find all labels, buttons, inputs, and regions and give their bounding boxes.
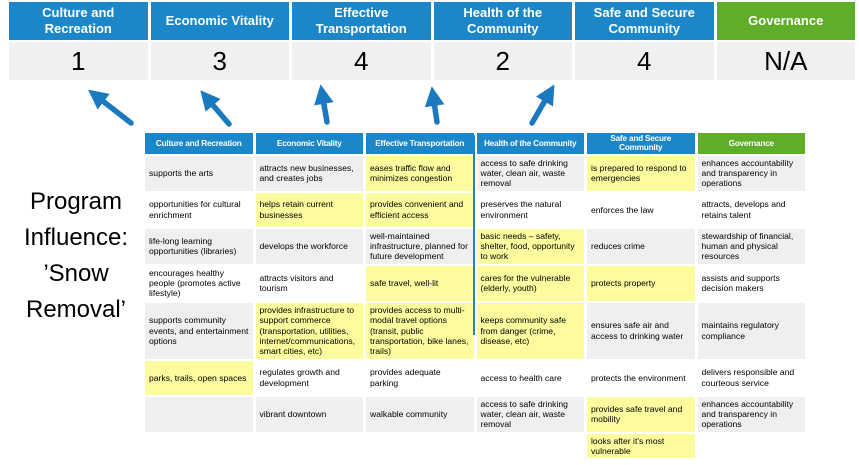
- matrix-cell: vibrant downtown: [255, 396, 363, 432]
- matrix-cell: access to safe drinking water, clean air…: [476, 396, 584, 432]
- matrix-cell: eases traffic flow and minimizes congest…: [366, 155, 474, 191]
- matrix-cell: basic needs – safety, shelter, food, opp…: [476, 228, 584, 264]
- table-header-cell: Health of the Community: [476, 133, 584, 154]
- matrix-cell: opportunities for cultural enrichment: [145, 192, 253, 227]
- matrix-cell: maintains regulatory compliance: [697, 302, 805, 359]
- matrix-cell: delivers responsible and courteous servi…: [697, 360, 805, 395]
- matrix-cell: helps retain current businesses: [255, 192, 363, 227]
- matrix-cell: safe travel, well-lit: [366, 265, 474, 301]
- matrix-cell: attracts visitors and tourism: [255, 265, 363, 301]
- program-influence-title: Program Influence: ’Snow Removal’: [23, 188, 129, 323]
- matrix-cell: provides safe travel and mobility: [587, 396, 695, 432]
- table-header-cell: Economic Vitality: [255, 133, 363, 154]
- scoreboard: Culture and Recreation Economic Vitality E…: [9, 2, 855, 80]
- matrix-cell: walkable community: [366, 396, 474, 432]
- matrix-cell: protects the environment: [587, 360, 695, 395]
- priority-header-cell: Culture and Recreation: [9, 2, 148, 40]
- table-row: opportunities for cultural enrichment hel…: [145, 192, 805, 227]
- matrix-cell: provides convenient and efficient access: [366, 192, 474, 227]
- matrix-cell: attracts new businesses, and creates job…: [255, 155, 363, 191]
- matrix-cell: enforces the law: [587, 192, 695, 227]
- matrix-cell: provides infrastructure to support comme…: [255, 302, 363, 359]
- table-row: looks after it's most vulnerable: [145, 433, 805, 459]
- table-row: supports the arts attracts new businesses…: [145, 155, 805, 191]
- matrix-cell: ensures safe air and access to drinking …: [587, 302, 695, 359]
- up-arrow-icon: [314, 84, 334, 125]
- priority-header-cell: Governance: [716, 2, 855, 40]
- matrix-cell: [697, 433, 805, 459]
- matrix-cell: provides adequate parking: [366, 360, 474, 395]
- score-cell: 4: [575, 42, 714, 80]
- matrix-cell: protects property: [587, 265, 695, 301]
- matrix-cell: encourages healthy people (promotes acti…: [145, 265, 253, 301]
- matrix-cell: supports community events, and entertain…: [145, 302, 253, 359]
- matrix-cell: reduces crime: [587, 228, 695, 264]
- matrix-cell: attracts, develops and retains talent: [697, 192, 805, 227]
- table-row: parks, trails, open spaces regulates grow…: [145, 360, 805, 395]
- up-arrow-icon: [88, 89, 134, 126]
- score-cell: 4: [292, 42, 431, 80]
- up-arrow-icon: [529, 84, 555, 126]
- matrix-cell: [145, 433, 253, 459]
- matrix-cell: enhances accountability and transparency…: [697, 155, 805, 191]
- matrix-cell: supports the arts: [145, 155, 253, 191]
- score-cell: 2: [433, 42, 572, 80]
- matrix-header-row: Culture and Recreation Economic Vitality E…: [145, 133, 805, 154]
- matrix-cell: keeps community safe from danger (crime,…: [476, 302, 584, 359]
- matrix-cell: [366, 433, 474, 459]
- table-header-cell: Governance: [697, 133, 805, 154]
- matrix-cell: [145, 396, 253, 432]
- matrix-cell: access to health care: [476, 360, 584, 395]
- priority-header-cell: Economic Vitality: [150, 2, 289, 40]
- matrix-cell: cares for the vulnerable (elderly, youth…: [476, 265, 584, 301]
- matrix-cell: assists and supports decision makers: [697, 265, 805, 301]
- table-header-cell: Safe and Secure Community: [587, 133, 695, 154]
- matrix-cell: [255, 433, 363, 459]
- matrix-cell: is prepared to respond to emergencies: [587, 155, 695, 191]
- column-divider-line: [473, 135, 475, 335]
- priority-header-cell: Safe and Secure Community: [575, 2, 714, 40]
- matrix-cell: [476, 433, 584, 459]
- table-row: supports community events, and entertain…: [145, 302, 805, 359]
- table-row: life-long learning opportunities (librar…: [145, 228, 805, 264]
- score-cell: 3: [150, 42, 289, 80]
- influence-table: Culture and Recreation Economic Vitality E…: [142, 131, 808, 460]
- matrix-cell: life-long learning opportunities (librar…: [145, 228, 253, 264]
- matrix-cell: parks, trails, open spaces: [145, 360, 253, 395]
- matrix-cell: looks after it's most vulnerable: [587, 433, 695, 459]
- matrix-cell: provides access to multi-modal travel op…: [366, 302, 474, 359]
- matrix-cell: access to safe drinking water, clean air…: [476, 155, 584, 191]
- up-arrow-icon: [200, 90, 232, 127]
- matrix-cell: enhances accountability and transparency…: [697, 396, 805, 432]
- matrix-cell: preserves the natural environment: [476, 192, 584, 227]
- table-header-cell: Culture and Recreation: [145, 133, 253, 154]
- table-row: encourages healthy people (promotes acti…: [145, 265, 805, 301]
- priority-header-cell: Health of the Community: [433, 2, 572, 40]
- arrows-layer: [88, 84, 555, 127]
- matrix-cell: well-maintained infrastructure, planned …: [366, 228, 474, 264]
- score-cell: 1: [9, 42, 148, 80]
- matrix-cell: stewardship of financial, human and phys…: [697, 228, 805, 264]
- score-cell: N/A: [716, 42, 855, 80]
- matrix-cell: develops the workforce: [255, 228, 363, 264]
- matrix-table-wrap: Culture and Recreation Economic Vitality E…: [142, 131, 808, 460]
- table-row: vibrant downtown walkable community access…: [145, 396, 805, 432]
- matrix-cell: regulates growth and development: [255, 360, 363, 395]
- table-header-cell: Effective Transportation: [366, 133, 474, 154]
- priority-header-cell: Effective Transportation: [292, 2, 431, 40]
- up-arrow-icon: [424, 86, 445, 125]
